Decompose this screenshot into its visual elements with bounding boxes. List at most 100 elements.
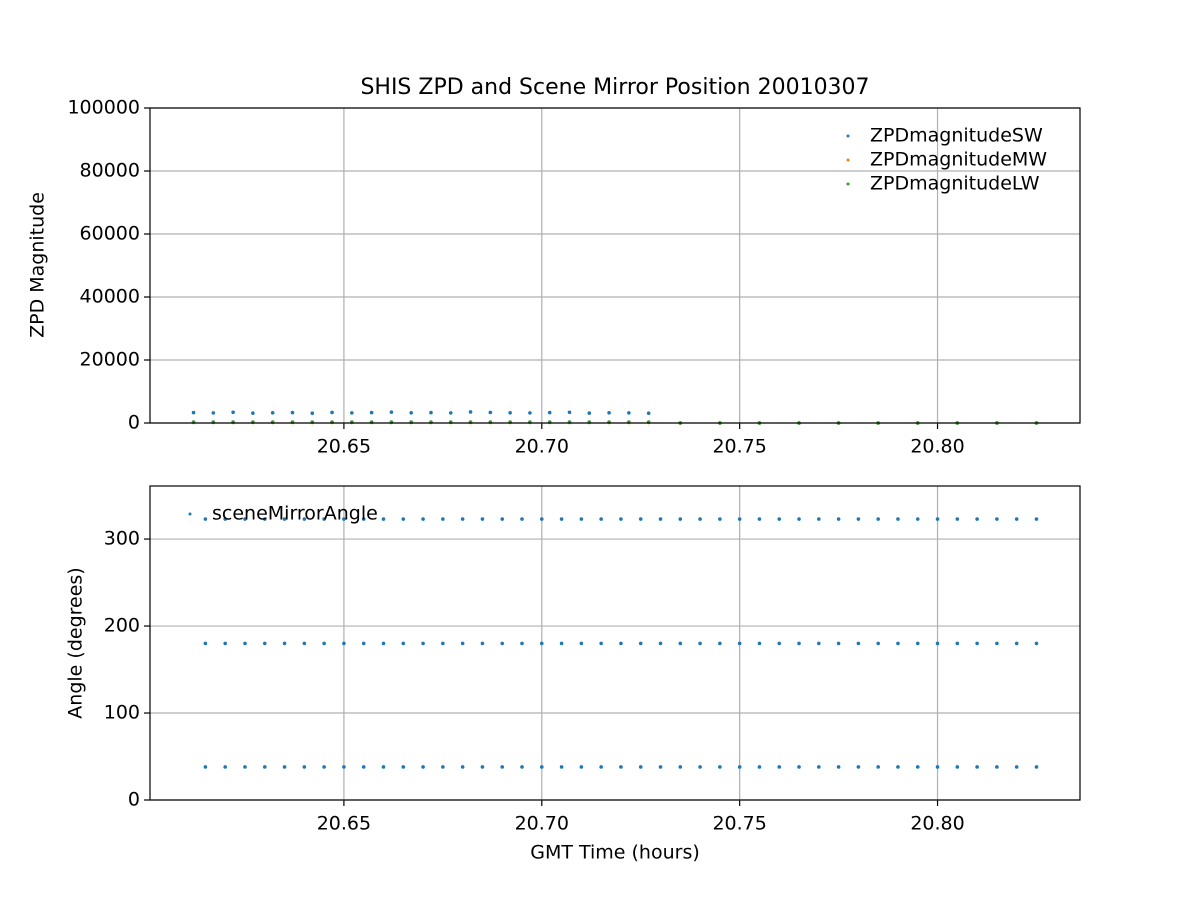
point (203, 641, 208, 646)
y-tick-label: 0 (128, 412, 140, 434)
point (1034, 765, 1039, 769)
point (243, 517, 247, 521)
point (203, 765, 208, 769)
point (262, 517, 267, 521)
point (797, 765, 801, 769)
point (935, 765, 940, 769)
point (935, 641, 940, 646)
point (599, 765, 603, 769)
point (587, 411, 592, 415)
point (915, 765, 920, 769)
point (342, 765, 346, 769)
point (429, 410, 433, 415)
point (1014, 517, 1019, 521)
point (935, 517, 940, 521)
legend-marker (846, 158, 850, 162)
x-tick-label: 20.75 (712, 813, 766, 835)
point (856, 765, 861, 769)
point (322, 517, 326, 521)
y-tick-label: 40000 (80, 286, 140, 308)
point (698, 641, 702, 646)
y-tick-label: 100000 (67, 97, 140, 119)
point (441, 765, 445, 769)
point (975, 517, 979, 521)
point (322, 641, 326, 646)
x-tick-label: 20.70 (515, 436, 569, 458)
point (539, 765, 544, 769)
legend-marker (846, 134, 850, 138)
point (777, 517, 782, 521)
point (270, 410, 275, 415)
point (975, 765, 979, 769)
point (757, 765, 762, 769)
axes-frame (149, 485, 1081, 801)
point (638, 765, 643, 769)
point (856, 641, 861, 646)
x-tick-label: 20.75 (712, 436, 766, 458)
point (896, 517, 900, 521)
point (718, 765, 722, 769)
point (480, 641, 485, 646)
point (975, 641, 979, 646)
point (995, 517, 999, 521)
point (539, 517, 544, 521)
x-tick-label: 20.70 (515, 813, 569, 835)
point (559, 517, 564, 521)
y-tick-label: 20000 (80, 349, 140, 371)
legend-marker (188, 512, 192, 516)
legend-label: ZPDmagnitudeMW (870, 149, 1047, 171)
point (876, 641, 880, 646)
point (995, 641, 999, 646)
point (1014, 765, 1019, 769)
legend-marker (846, 182, 850, 186)
point (441, 517, 445, 521)
point (520, 517, 524, 521)
point (243, 641, 247, 646)
point (361, 765, 366, 769)
point (441, 641, 445, 646)
point (381, 765, 386, 769)
point (282, 641, 287, 646)
point (282, 765, 287, 769)
point (302, 765, 307, 769)
y-axis-label: ZPD Magnitude (27, 192, 49, 338)
legend-label: ZPDmagnitudeSW (870, 125, 1043, 147)
point (460, 517, 465, 521)
point (460, 765, 465, 769)
point (262, 765, 267, 769)
point (310, 411, 315, 416)
point (389, 410, 394, 414)
point (401, 765, 406, 769)
point (460, 641, 465, 646)
point (528, 411, 532, 415)
point (658, 641, 663, 646)
point (500, 641, 505, 646)
point (619, 517, 623, 521)
point (251, 411, 255, 415)
point (658, 765, 663, 769)
point (915, 641, 920, 646)
point (579, 517, 584, 521)
point (231, 410, 235, 415)
point (559, 641, 564, 646)
point (876, 517, 880, 521)
point (757, 641, 762, 646)
x-tick-label: 20.80 (910, 813, 964, 835)
point (896, 765, 900, 769)
point (448, 411, 453, 415)
point (302, 517, 307, 521)
point (1034, 517, 1039, 521)
point (1034, 641, 1039, 646)
point (698, 765, 702, 769)
x-axis-label: GMT Time (hours) (530, 842, 700, 864)
point (797, 517, 801, 521)
point (191, 410, 196, 415)
point (547, 410, 552, 415)
x-tick-label: 20.65 (317, 813, 371, 835)
point (737, 765, 742, 769)
point (520, 641, 524, 646)
point (342, 517, 346, 521)
legend-label: sceneMirrorAngle (212, 503, 378, 525)
point (718, 641, 722, 646)
